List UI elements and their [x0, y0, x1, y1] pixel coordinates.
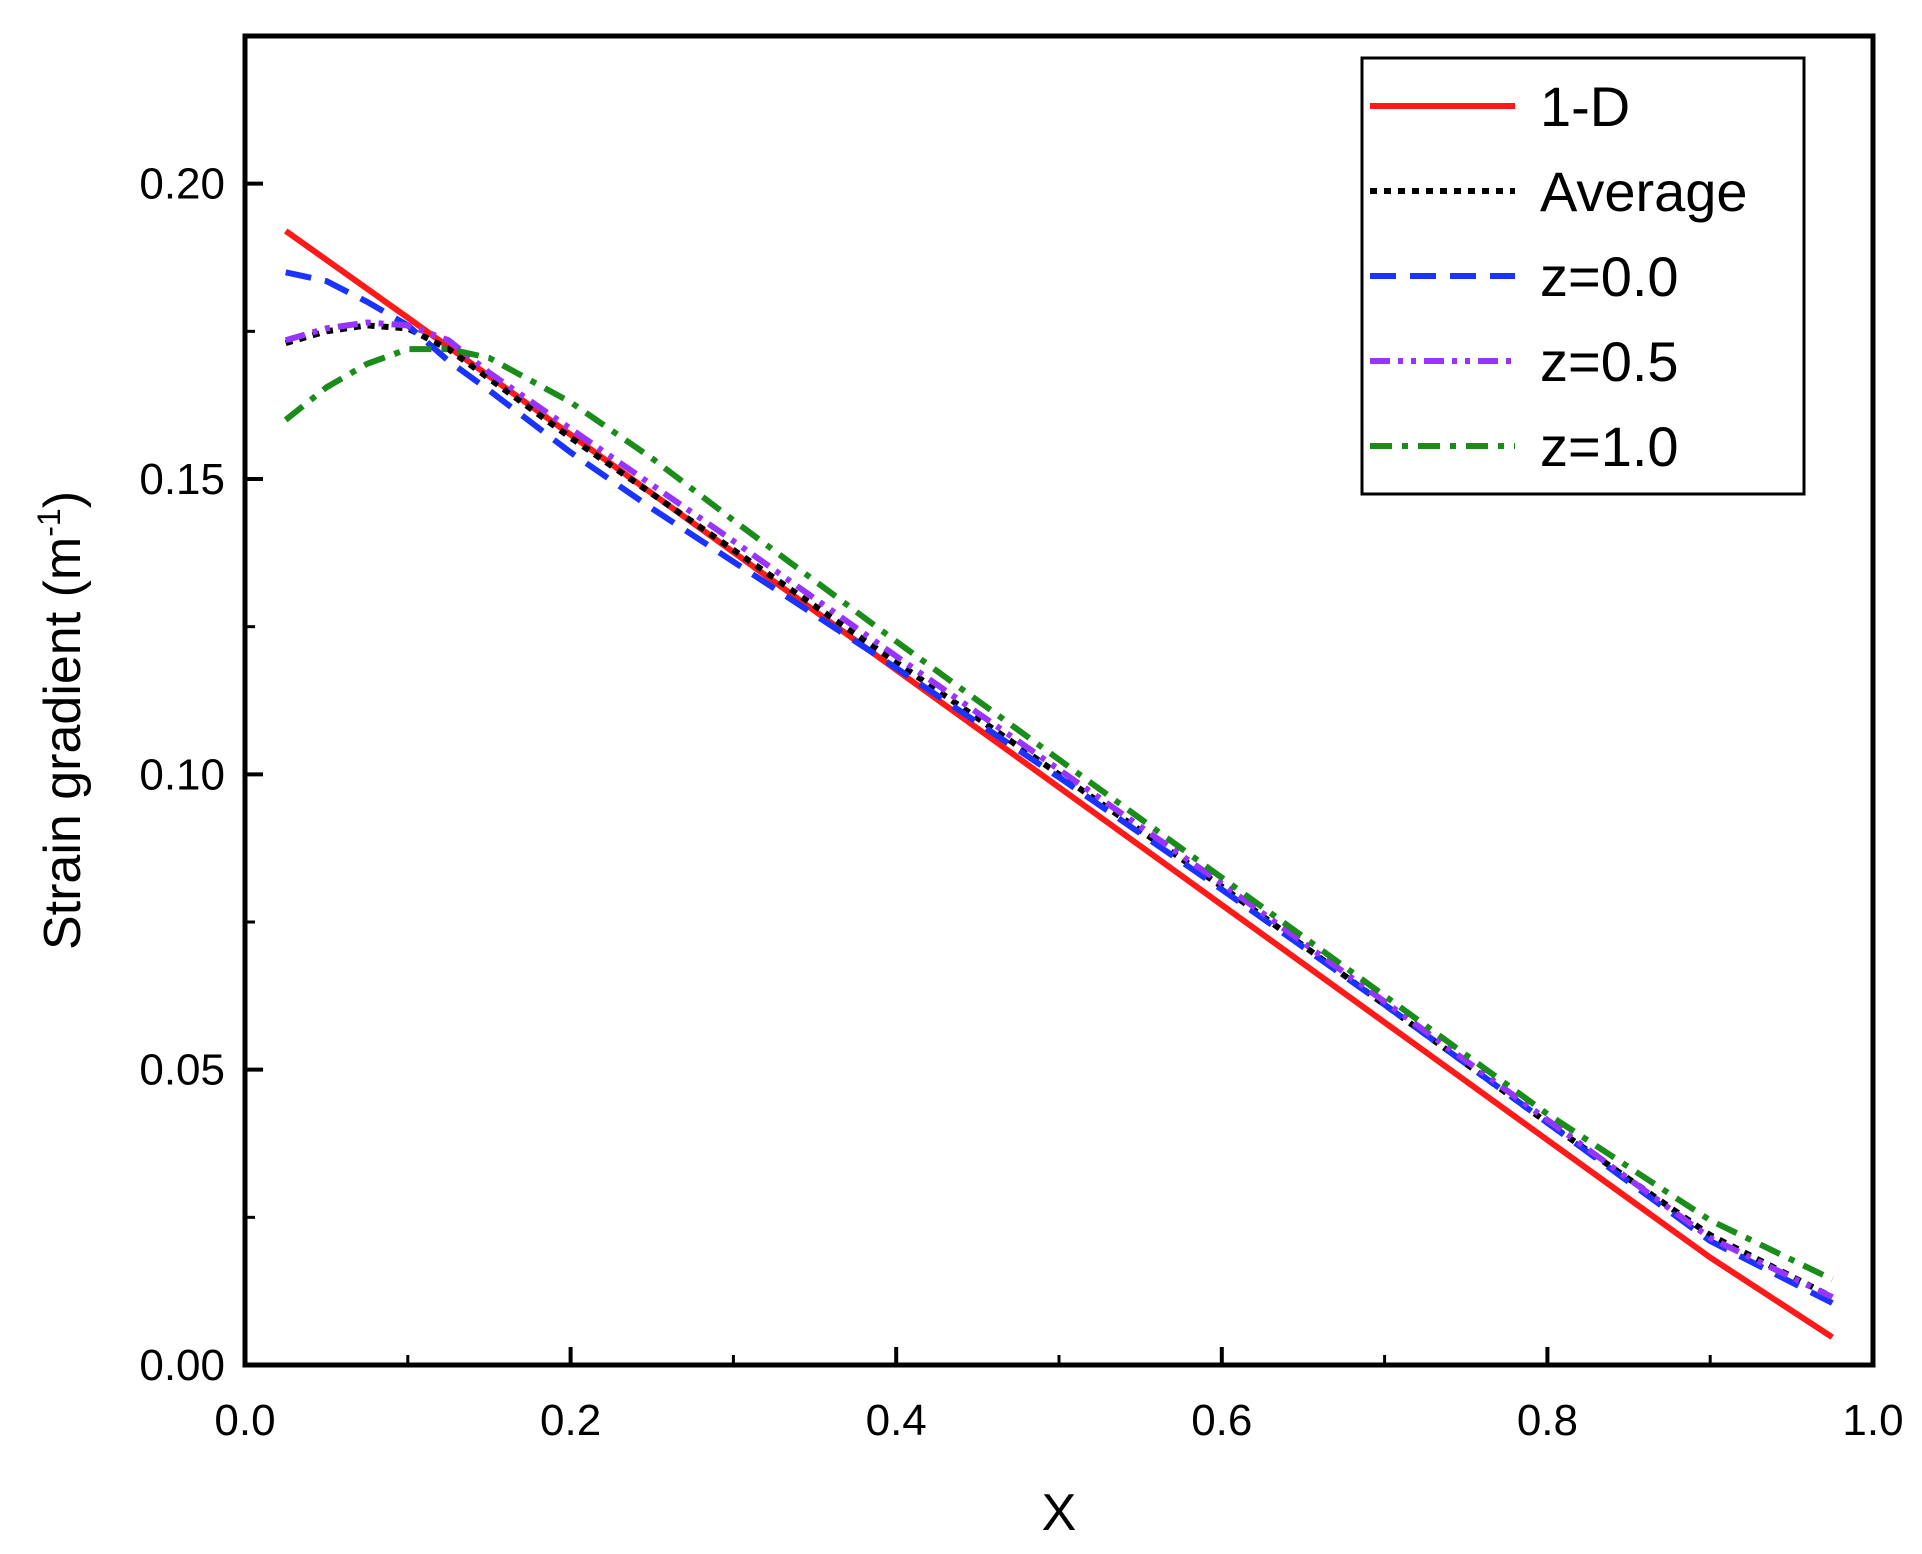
x-tick-label: 0.8 [1517, 1396, 1578, 1445]
y-tick-label: 0.20 [139, 160, 225, 209]
x-tick-label: 1.0 [1842, 1396, 1903, 1445]
x-tick-label: 0.4 [866, 1396, 927, 1445]
legend: 1-D Average z=0.0 z=0.5 z=1.0 [1360, 56, 1806, 496]
legend-label: z=0.0 [1540, 245, 1679, 308]
x-tick-label: 0.2 [540, 1396, 601, 1445]
y-tick-label: 0.10 [139, 750, 225, 799]
y-axis-title: Strain gradient (m-1) [31, 491, 92, 950]
legend-label: Average [1540, 160, 1748, 223]
x-tick-label: 0.6 [1191, 1396, 1252, 1445]
series-lines [283, 228, 1834, 1340]
y-tick-label: 0.15 [139, 455, 225, 504]
x-tick-label: 0.0 [214, 1396, 275, 1445]
series-line-z-1-0 [283, 346, 1834, 1283]
y-tick-label: 0.05 [139, 1046, 225, 1095]
series-line-z-0-5 [284, 319, 1834, 1300]
y-axis-title-main: Strain gradient (m [34, 537, 92, 950]
legend-label: 1-D [1540, 75, 1630, 138]
x-axis-title: X [1042, 1484, 1077, 1542]
plot-frame [242, 33, 1876, 1368]
legend-items: 1-D Average z=0.0 z=0.5 z=1.0 [1370, 75, 1748, 478]
series-line-average [284, 322, 1834, 1300]
y-axis-title-close: ) [34, 491, 92, 508]
y-tick-label: 0.00 [139, 1341, 225, 1390]
legend-label: z=1.0 [1540, 415, 1679, 478]
legend-label: z=0.5 [1540, 330, 1679, 393]
tick-labels: 0.0 0.2 0.4 0.6 0.8 1.0 0.00 0.05 0.10 0.15 0.20 [139, 160, 1903, 1445]
y-axis-title-superscript: -1 [31, 508, 67, 536]
